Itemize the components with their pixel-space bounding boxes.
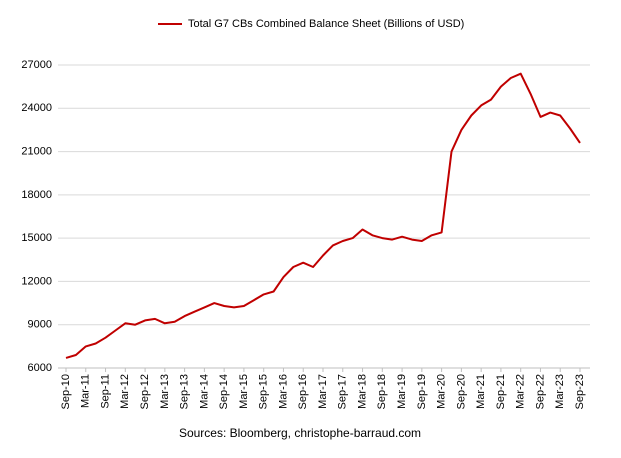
- x-tick-label: Mar-23: [554, 374, 566, 409]
- x-tick-label: Sep-10: [60, 374, 72, 409]
- x-tick-label: Sep-16: [297, 374, 309, 409]
- x-tick-label: Mar-18: [356, 374, 368, 409]
- source-note: Sources: Bloomberg, christophe-barraud.c…: [179, 426, 421, 440]
- x-tick-label: Mar-17: [317, 374, 329, 409]
- y-tick-label: 6000: [28, 362, 52, 374]
- x-tick-label: Sep-19: [416, 374, 428, 409]
- x-tick-label: Mar-12: [119, 374, 131, 409]
- x-tick-label: Mar-20: [436, 374, 448, 409]
- y-tick-label: 12000: [21, 275, 52, 287]
- y-tick-label: 18000: [21, 189, 52, 201]
- x-tick-label: Mar-11: [80, 374, 92, 408]
- x-tick-label: Sep-23: [574, 374, 586, 409]
- x-tick-label: Sep-12: [139, 374, 151, 409]
- x-tick-label: Mar-15: [238, 374, 250, 409]
- series-line: [65, 72, 581, 359]
- y-tick-label: 21000: [21, 145, 52, 157]
- x-tick-label: Sep-22: [534, 374, 546, 409]
- y-tick-label: 15000: [21, 232, 52, 244]
- x-tick-label: Sep-21: [495, 374, 507, 409]
- x-tick-label: Sep-11: [99, 374, 111, 409]
- x-tick-label: Mar-19: [396, 374, 408, 409]
- y-tick-label: 27000: [21, 59, 52, 71]
- x-tick-label: Mar-22: [515, 374, 527, 409]
- x-tick-label: Sep-13: [179, 374, 191, 409]
- x-tick-label: Sep-18: [376, 374, 388, 409]
- x-tick-label: Mar-14: [198, 374, 210, 409]
- y-tick-label: 9000: [28, 319, 52, 331]
- x-tick-label: Sep-20: [455, 374, 467, 409]
- x-tick-label: Sep-14: [218, 374, 230, 409]
- x-tick-label: Mar-16: [277, 374, 289, 409]
- x-tick-label: Mar-21: [475, 374, 487, 409]
- y-tick-label: 24000: [21, 102, 52, 114]
- x-tick-label: Mar-13: [159, 374, 171, 409]
- x-tick-label: Sep-15: [258, 374, 270, 409]
- legend-label: Total G7 CBs Combined Balance Sheet (Bil…: [188, 18, 464, 30]
- x-tick-label: Sep-17: [337, 374, 349, 409]
